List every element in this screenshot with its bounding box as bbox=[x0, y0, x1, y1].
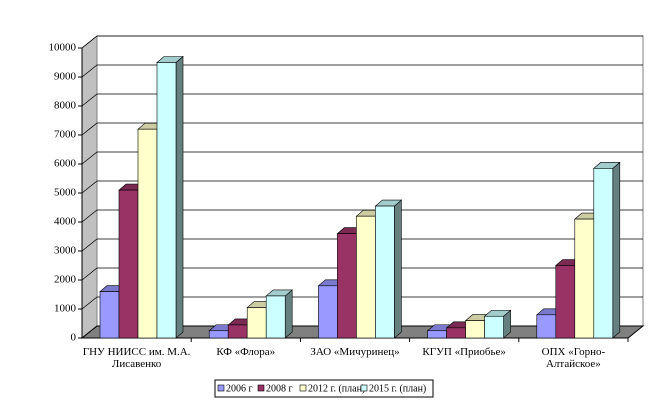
bar-front bbox=[555, 265, 576, 339]
grid-line bbox=[81, 93, 643, 107]
bar-front bbox=[427, 330, 447, 339]
bar-front bbox=[118, 189, 139, 339]
bar-front bbox=[536, 314, 557, 339]
bar-front bbox=[156, 62, 177, 339]
x-tick-label: ЗАО «Мичуринец» bbox=[310, 346, 400, 358]
grid-line bbox=[81, 267, 643, 281]
legend-label: 2006 г bbox=[226, 383, 253, 394]
legend-swatch bbox=[217, 384, 225, 392]
y-tick-label: 8000 bbox=[54, 100, 77, 112]
bar bbox=[265, 289, 294, 339]
y-tick-label: 3000 bbox=[54, 245, 77, 257]
grid-line bbox=[81, 238, 643, 252]
bar-front bbox=[484, 315, 504, 339]
x-tick-label: КФ «Флора» bbox=[216, 346, 276, 358]
legend-label: 2008 г bbox=[266, 383, 293, 394]
grid-line bbox=[81, 35, 643, 49]
grid-line bbox=[81, 209, 643, 223]
bar-front bbox=[593, 168, 614, 339]
bar-front bbox=[465, 320, 485, 339]
legend-box bbox=[214, 379, 434, 398]
bar-front bbox=[446, 327, 466, 339]
bar-front bbox=[356, 215, 376, 339]
y-tick-label: 10000 bbox=[49, 42, 77, 54]
bar-side bbox=[612, 161, 621, 339]
bar-front bbox=[208, 330, 229, 339]
grid-line bbox=[81, 122, 643, 136]
legend-swatch bbox=[257, 384, 265, 392]
legend-label: 2012 г. (план) bbox=[308, 383, 365, 394]
grid-line bbox=[81, 180, 643, 194]
legend-swatch bbox=[360, 384, 368, 392]
bar-side bbox=[284, 289, 293, 339]
bar-front bbox=[318, 285, 338, 339]
y-tick-label: 9000 bbox=[54, 71, 77, 83]
grid-line bbox=[81, 64, 643, 78]
x-tick-label: КГУП «Приобье» bbox=[422, 346, 506, 358]
bar-front bbox=[227, 324, 248, 339]
bar bbox=[374, 199, 403, 339]
legend-swatch bbox=[299, 384, 307, 392]
bar-front bbox=[99, 291, 120, 339]
y-tick-label: 1000 bbox=[54, 303, 77, 315]
bar-front bbox=[574, 218, 595, 339]
y-tick-label: 4000 bbox=[54, 216, 77, 228]
bar-front bbox=[375, 205, 395, 339]
bar-front bbox=[265, 295, 286, 339]
bar bbox=[483, 309, 512, 339]
grid-line bbox=[81, 296, 643, 310]
bar-front bbox=[137, 128, 158, 339]
bar-front bbox=[337, 233, 357, 339]
y-tick-label: 0 bbox=[71, 332, 77, 344]
y-tick-label: 7000 bbox=[54, 129, 77, 141]
grid-line bbox=[81, 151, 643, 165]
x-tick-label: ОПХ «Горно-Алтайское» bbox=[541, 346, 606, 370]
bar-front bbox=[246, 307, 267, 339]
bar-side bbox=[394, 199, 402, 339]
legend: 2006 г 2008 г 2012 г. (план) 2015 г. (план) bbox=[214, 379, 434, 398]
y-tick-label: 2000 bbox=[54, 274, 77, 286]
x-tick-label: ГНУ НИИСС им. М.А. Лисавенко bbox=[82, 346, 191, 370]
bar bbox=[156, 55, 184, 339]
legend-label: 2015 г. (план) bbox=[369, 383, 426, 394]
bar bbox=[592, 161, 621, 339]
y-tick-label: 5000 bbox=[54, 187, 77, 199]
bar-side bbox=[175, 55, 184, 339]
y-tick-label: 6000 bbox=[54, 158, 77, 170]
